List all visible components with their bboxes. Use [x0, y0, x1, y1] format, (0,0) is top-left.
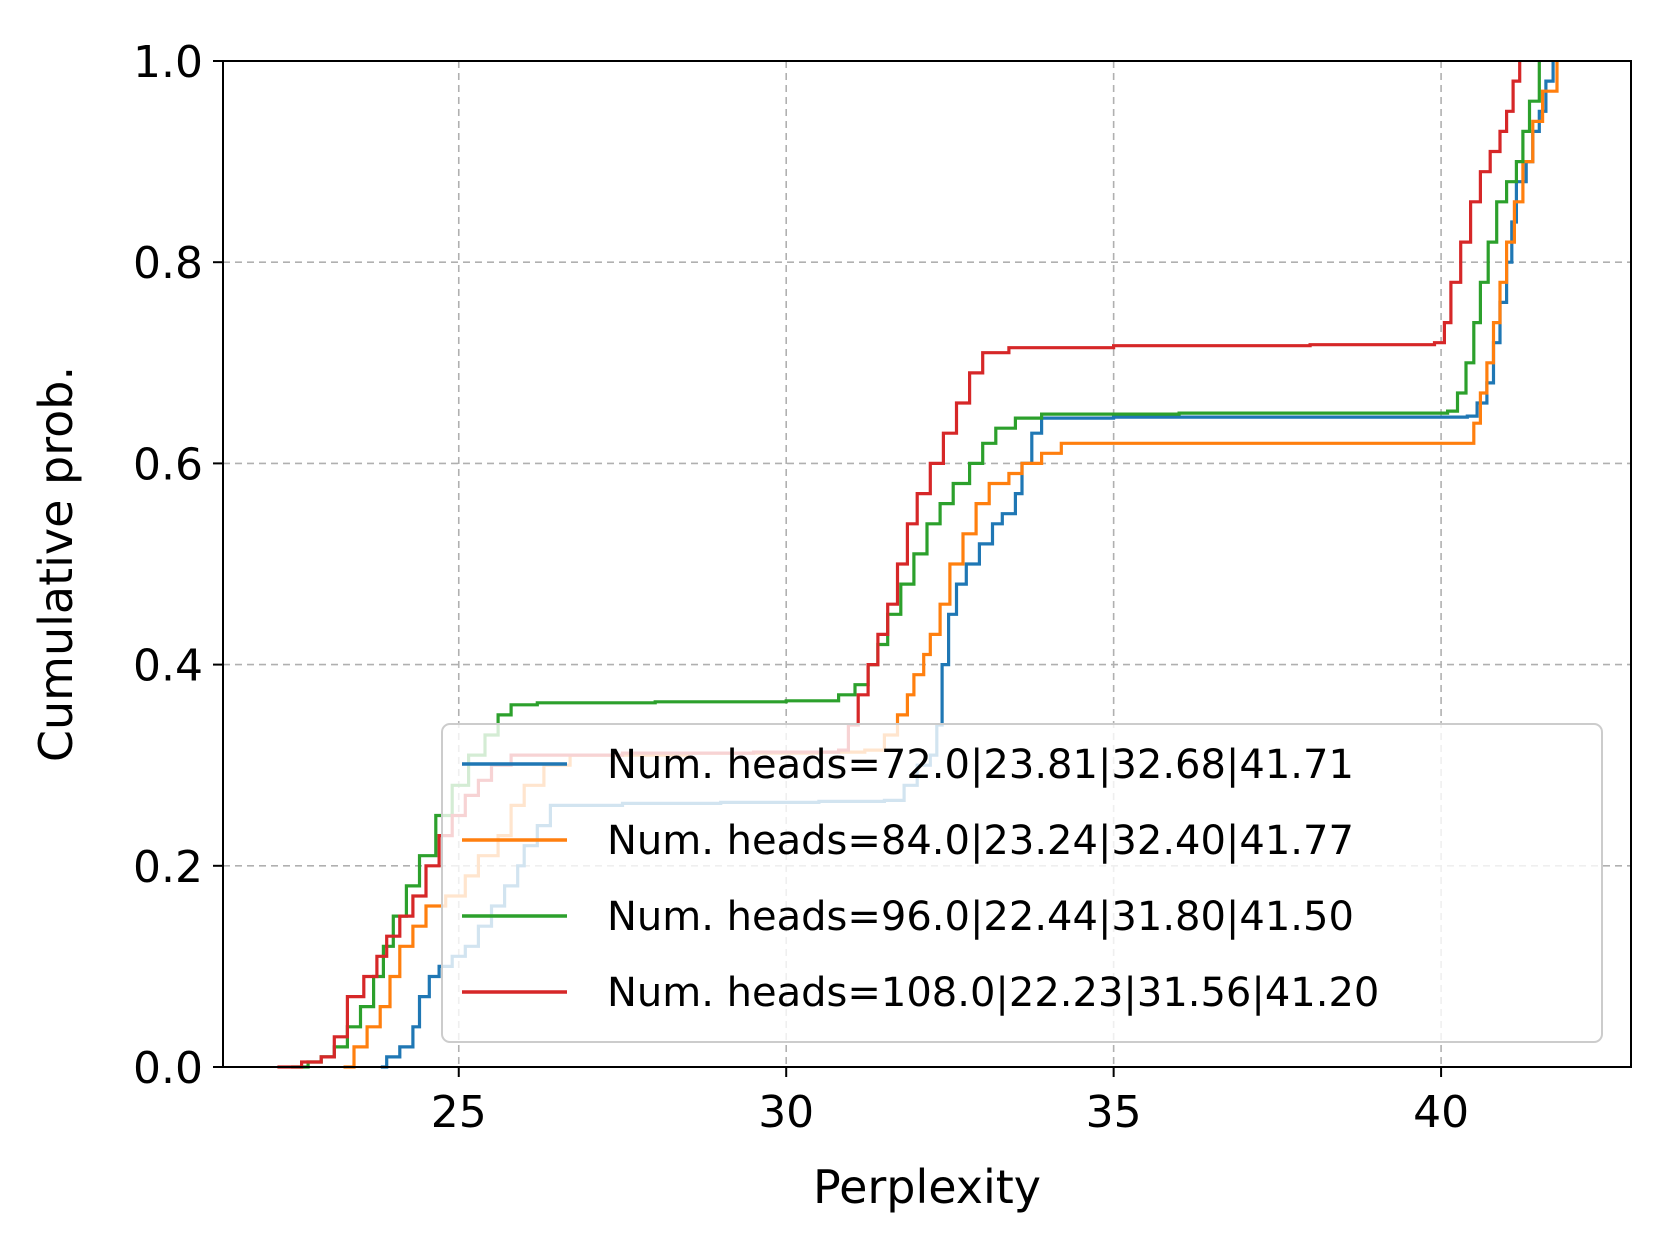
- x-axis-title: Perplexity: [813, 1160, 1041, 1214]
- legend-label: Num. heads=72.0|23.81|32.68|41.71: [607, 742, 1354, 788]
- y-tick-label: 0.2: [133, 842, 203, 893]
- x-tick-label: 30: [758, 1087, 814, 1138]
- legend-box: [441, 723, 1603, 1043]
- legend: Num. heads=72.0|23.81|32.68|41.71 Num. he…: [441, 723, 1603, 1043]
- x-tick-label: 35: [1086, 1087, 1142, 1138]
- y-tick-label: 0.0: [133, 1043, 203, 1094]
- y-tick-label: 0.6: [133, 439, 203, 490]
- y-tick-label: 0.8: [133, 238, 203, 289]
- y-tick-label: 1.0: [133, 37, 203, 88]
- legend-label: Num. heads=96.0|22.44|31.80|41.50: [607, 894, 1354, 940]
- plot-frame: [222, 60, 1632, 1068]
- y-tick-label: 0.4: [133, 641, 203, 692]
- axis-ticks: 25 30 35 40 0.0 0.2 0.4 0.6 0.8 1.0: [133, 37, 1469, 1138]
- y-axis-title: Cumulative prob.: [29, 366, 83, 762]
- legend-label: Num. heads=84.0|23.24|32.40|41.77: [607, 818, 1354, 864]
- legend-label: Num. heads=108.0|22.23|31.56|41.20: [607, 970, 1379, 1016]
- series-line: [277, 61, 1522, 1069]
- x-tick-label: 25: [431, 1087, 487, 1138]
- x-tick-label: 40: [1413, 1087, 1469, 1138]
